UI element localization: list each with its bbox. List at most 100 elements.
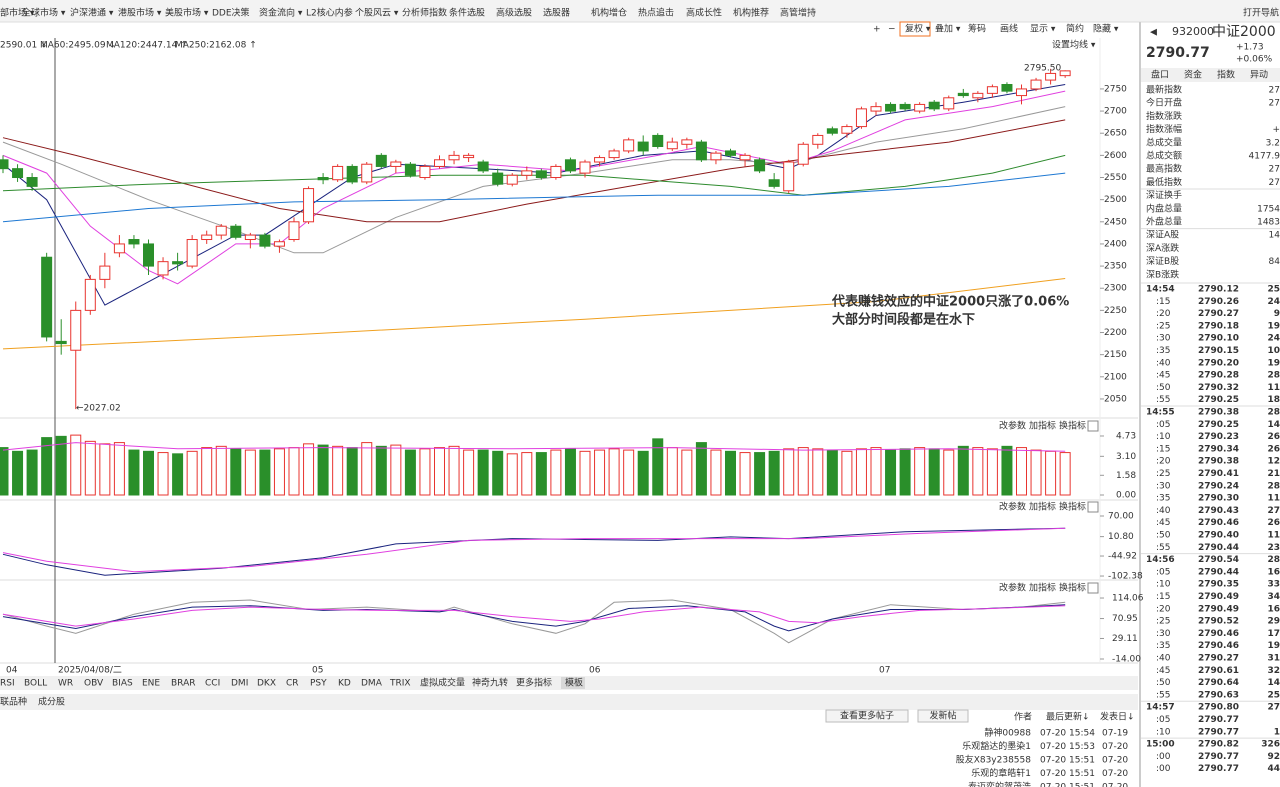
panel-tool[interactable]: 加指标: [1029, 582, 1056, 594]
menu-item[interactable]: 高管增持: [780, 7, 816, 19]
indicator-tab[interactable]: 更多指标: [516, 677, 552, 689]
bottom-tab[interactable]: 联品种: [0, 696, 27, 708]
volume-bar: [666, 447, 678, 496]
indicator-tab[interactable]: KD: [338, 679, 351, 689]
quote-label: 总成交额: [1146, 150, 1182, 162]
indicator-tab[interactable]: CCI: [205, 679, 220, 689]
quote-tab[interactable]: 指数: [1217, 69, 1235, 81]
indicator-tab[interactable]: 神奇九转: [472, 677, 508, 689]
indicator-tab[interactable]: RSI: [0, 679, 15, 689]
panel-tool[interactable]: 换指标: [1059, 582, 1086, 594]
toolbar-item[interactable]: 画线: [1000, 23, 1018, 35]
toolbar-item[interactable]: 隐藏 ▾: [1093, 23, 1119, 35]
indicator-tab[interactable]: CR: [286, 679, 299, 689]
trade-time: :50: [1156, 678, 1171, 688]
trade-time: :45: [1156, 518, 1170, 528]
toolbar-item[interactable]: 显示 ▾: [1030, 24, 1056, 35]
menu-item[interactable]: 美股市场 ▾: [165, 7, 209, 19]
menu-item[interactable]: 港股市场 ▾: [118, 7, 162, 19]
trade-price: 2790.28: [1198, 371, 1239, 381]
y-tick-label: 2350: [1104, 262, 1127, 272]
toolbar-item[interactable]: 简约: [1066, 23, 1084, 35]
menu-item[interactable]: 个股风云 ▾: [355, 8, 399, 19]
quote-tab[interactable]: 异动: [1250, 70, 1268, 81]
panel-close[interactable]: [1087, 420, 1099, 432]
panel-tool[interactable]: 加指标: [1029, 420, 1056, 432]
panel-close[interactable]: [1087, 582, 1099, 594]
menu-item[interactable]: 分析师指数: [402, 7, 447, 19]
indicator-tab[interactable]: OBV: [84, 679, 104, 689]
toolbar-item[interactable]: 筹码: [968, 23, 986, 35]
trade-time: :15: [1156, 297, 1170, 307]
indicator-tab[interactable]: 虚拟成交量: [420, 677, 465, 689]
candle-body: [244, 234, 256, 241]
indicator-tab[interactable]: DKX: [257, 679, 276, 689]
indicator-tab[interactable]: PSY: [310, 679, 327, 689]
indicator-tab[interactable]: DMI: [231, 679, 248, 689]
menu-item[interactable]: 高级选股: [496, 7, 532, 19]
menu-item[interactable]: 打开导航: [1243, 7, 1279, 19]
trade-time: :35: [1156, 641, 1170, 651]
set-ma[interactable]: 设置均线 ▾: [1052, 39, 1096, 51]
toolbar-item[interactable]: +: [873, 25, 881, 35]
menu-item[interactable]: 沪深港通 ▾: [70, 7, 114, 19]
toolbar-item[interactable]: −: [888, 25, 896, 35]
menu-item[interactable]: DDE决策: [212, 7, 250, 19]
indicator-tab[interactable]: DMA: [361, 679, 383, 689]
menu-item[interactable]: 部市场 ▾: [0, 7, 35, 19]
menu-item[interactable]: 资金流向 ▾: [259, 7, 303, 19]
button[interactable]: [917, 709, 969, 723]
indicator-tab[interactable]: ENE: [142, 679, 160, 689]
menu-item[interactable]: 高成长性: [686, 7, 722, 19]
volume-bar: [957, 445, 969, 496]
indicator-tab[interactable]: BOLL: [24, 679, 47, 689]
volume-bar: [768, 450, 780, 496]
button[interactable]: [825, 709, 909, 723]
panel-tool[interactable]: 换指标: [1059, 501, 1086, 513]
x-label: 2025/04/08/二: [58, 666, 122, 676]
annotation: 代表赚钱效应的中证2000只涨了0.06%: [831, 294, 1069, 310]
indicator-tab[interactable]: BIAS: [112, 679, 133, 689]
bottom-tab[interactable]: 成分股: [38, 696, 65, 708]
volume-bar: [172, 453, 184, 496]
post-header[interactable]: 最后更新↓: [1046, 711, 1090, 723]
panel-tool[interactable]: 加指标: [1029, 501, 1056, 513]
y-tick-label: 0.00: [1116, 491, 1136, 501]
menu-item[interactable]: 全球市场 ▾: [22, 7, 66, 19]
menu-item[interactable]: 条件选股: [449, 7, 485, 19]
post-header[interactable]: 作者: [1014, 711, 1032, 723]
trade-time: 14:57: [1146, 703, 1175, 713]
candle-body: [230, 225, 242, 238]
indicator-tab[interactable]: 模板: [565, 677, 583, 689]
toolbar-item[interactable]: 复权 ▾: [905, 23, 931, 35]
trade-price: 2790.20: [1198, 358, 1239, 368]
quote-tab[interactable]: 盘口: [1151, 69, 1169, 81]
menu-item[interactable]: 热点追击: [638, 7, 674, 19]
indicator-tab[interactable]: TRIX: [389, 679, 411, 689]
quote-label: 指数涨跌: [1146, 110, 1182, 122]
toolbar-item[interactable]: 叠加 ▾: [935, 24, 961, 35]
panel-tool[interactable]: 换指标: [1059, 420, 1086, 432]
candle-body: [1045, 72, 1057, 81]
indicator-tab[interactable]: WR: [58, 679, 73, 689]
back-arrow[interactable]: ◀: [1150, 28, 1157, 38]
quote-value: 84: [1269, 257, 1280, 267]
y-tick-label: 2750: [1104, 84, 1127, 94]
candle-body: [535, 170, 547, 179]
indicator-tab[interactable]: BRAR: [171, 679, 195, 689]
trade-volume: 12: [1267, 457, 1280, 467]
post-header[interactable]: 发表日↓: [1100, 711, 1135, 723]
panel-tool[interactable]: 改参数: [999, 501, 1026, 513]
menu-item[interactable]: 选股器: [543, 7, 570, 19]
panel-tool[interactable]: 改参数: [999, 582, 1026, 594]
menu-item[interactable]: 机构增仓: [591, 7, 627, 19]
quote-tab[interactable]: 资金: [1184, 69, 1202, 81]
trade-time: :10: [1156, 580, 1171, 590]
volume-bar: [1045, 450, 1057, 496]
menu-item[interactable]: L2核心内参: [306, 7, 353, 19]
menu-item[interactable]: 机构推荐: [733, 7, 769, 19]
volume-bar: [652, 438, 664, 496]
post-time: 07-20 15:54: [1040, 729, 1095, 739]
panel-tool[interactable]: 改参数: [999, 420, 1026, 432]
panel-close[interactable]: [1087, 501, 1099, 513]
